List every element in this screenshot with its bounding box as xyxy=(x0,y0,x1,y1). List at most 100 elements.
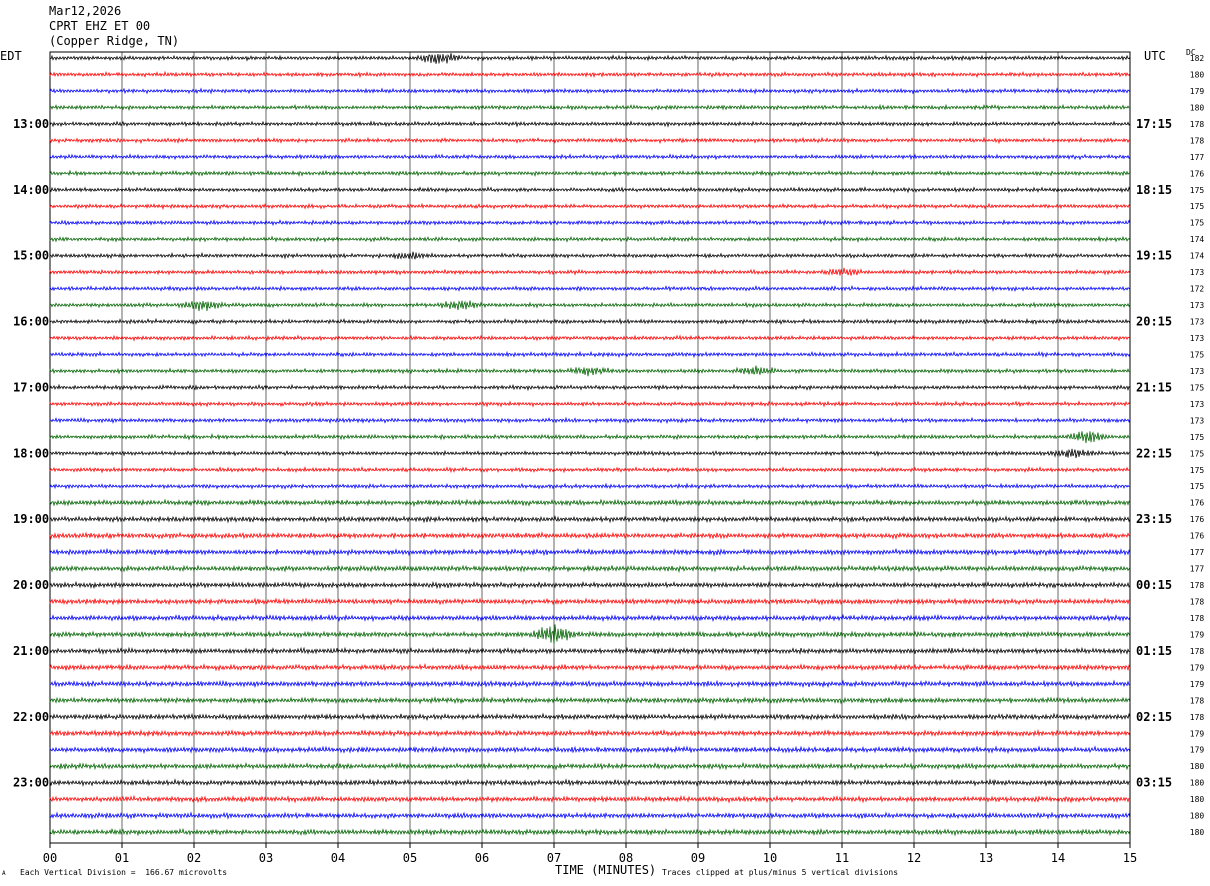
x-tick-label: 10 xyxy=(763,851,777,865)
seismic-trace xyxy=(49,465,1131,474)
seismic-trace xyxy=(49,365,1131,377)
x-tick-label: 12 xyxy=(907,851,921,865)
seismic-trace xyxy=(49,482,1130,490)
x-tick-label: 09 xyxy=(691,851,705,865)
seismic-trace xyxy=(49,624,1131,644)
dc-offset-label: 175 xyxy=(1190,433,1205,442)
x-tick-label: 07 xyxy=(547,851,561,865)
dc-offset-label: 178 xyxy=(1190,598,1205,607)
seismic-trace xyxy=(49,613,1131,623)
right-hour-label: 23:15 xyxy=(1136,512,1172,526)
seismic-trace xyxy=(49,827,1131,837)
seismic-trace xyxy=(49,696,1131,705)
right-hour-label: 21:15 xyxy=(1136,380,1172,394)
seismic-trace xyxy=(49,87,1131,95)
seismic-trace xyxy=(49,597,1131,606)
dc-offset-label: 174 xyxy=(1190,235,1205,244)
seismic-trace xyxy=(49,662,1131,672)
seismic-trace xyxy=(49,728,1131,738)
seismic-trace xyxy=(49,531,1131,540)
x-tick-label: 15 xyxy=(1123,851,1137,865)
left-hour-label: 15:00 xyxy=(13,249,49,263)
dc-offset-label: 176 xyxy=(1190,499,1205,508)
clip-note: Traces clipped at plus/minus 5 vertical … xyxy=(662,868,899,877)
left-hour-label: 16:00 xyxy=(13,315,49,329)
dc-offset-label: 173 xyxy=(1190,301,1205,310)
seismic-trace xyxy=(49,186,1131,194)
seismic-trace xyxy=(49,350,1131,359)
right-hour-label: 18:15 xyxy=(1136,183,1172,197)
seismic-trace xyxy=(49,383,1131,392)
header-date: Mar12,2026 xyxy=(49,4,122,18)
seismic-trace xyxy=(49,334,1131,342)
dc-offset-label: 179 xyxy=(1190,746,1205,755)
dc-offset-label: 173 xyxy=(1190,367,1205,376)
dc-offset-label: 176 xyxy=(1190,532,1205,541)
dc-offset-label: 175 xyxy=(1190,219,1205,228)
dc-offset-label: 175 xyxy=(1190,202,1205,211)
dc-offset-label: 180 xyxy=(1190,812,1205,821)
dc-offset-label: 175 xyxy=(1190,466,1205,475)
left-hour-label: 21:00 xyxy=(13,644,49,658)
seismic-trace xyxy=(49,53,1131,64)
seismic-trace xyxy=(49,794,1131,804)
dc-offset-label: 178 xyxy=(1190,713,1205,722)
dc-offset-label: 180 xyxy=(1190,762,1205,771)
seismic-trace xyxy=(49,761,1131,771)
seismic-trace xyxy=(49,300,1131,312)
seismic-trace xyxy=(49,745,1131,755)
dc-offset-label: 179 xyxy=(1190,663,1205,672)
dc-label: DC xyxy=(1186,48,1196,57)
plot-frame xyxy=(49,51,1131,844)
right-hour-label: 20:15 xyxy=(1136,315,1172,329)
x-tick-label: 13 xyxy=(979,851,993,865)
left-hour-label: 14:00 xyxy=(13,183,49,197)
dc-offset-label: 178 xyxy=(1190,120,1205,129)
dc-offset-label: 173 xyxy=(1190,334,1205,343)
seismic-trace xyxy=(49,120,1131,128)
seismic-trace xyxy=(49,811,1131,820)
dc-offset-label: 178 xyxy=(1190,647,1205,656)
right-timezone-label: UTC xyxy=(1144,49,1166,63)
right-hour-label: 22:15 xyxy=(1136,446,1172,460)
left-hour-label: 18:00 xyxy=(13,446,49,460)
seismic-trace xyxy=(49,778,1131,787)
x-tick-label: 06 xyxy=(475,851,489,865)
dc-offset-label: 176 xyxy=(1190,169,1205,178)
dc-offset-label: 173 xyxy=(1190,416,1205,425)
dc-offset-label: 175 xyxy=(1190,383,1205,392)
x-tick-label: 02 xyxy=(187,851,201,865)
seismic-trace xyxy=(49,317,1131,326)
seismic-trace xyxy=(49,284,1131,293)
seismic-trace xyxy=(49,400,1131,408)
seismic-trace xyxy=(49,580,1131,590)
x-tick-label: 03 xyxy=(259,851,273,865)
dc-offset-label: 177 xyxy=(1190,565,1205,574)
left-hour-label: 13:00 xyxy=(13,117,49,131)
dc-offset-label: 175 xyxy=(1190,186,1205,195)
corner-mark: A xyxy=(2,870,6,877)
dc-offset-label: 173 xyxy=(1190,318,1205,327)
x-axis-title: TIME (MINUTES) xyxy=(555,863,657,877)
right-hour-label: 03:15 xyxy=(1136,776,1172,790)
dc-offset-label: 173 xyxy=(1190,268,1205,277)
seismic-trace xyxy=(49,219,1131,227)
seismic-trace xyxy=(49,70,1131,79)
right-hour-label: 17:15 xyxy=(1136,117,1172,131)
dc-offset-label: 175 xyxy=(1190,449,1205,458)
x-tick-label: 00 xyxy=(43,851,57,865)
right-hour-label: 01:15 xyxy=(1136,644,1172,658)
seismic-trace xyxy=(49,431,1131,444)
seismic-trace xyxy=(49,679,1131,689)
left-timezone-label: EDT xyxy=(0,49,22,63)
dc-offset-label: 175 xyxy=(1190,350,1205,359)
dc-offset-label: 172 xyxy=(1190,285,1205,294)
dc-offset-label: 178 xyxy=(1190,581,1205,590)
left-hour-label: 22:00 xyxy=(13,710,49,724)
dc-offset-label: 176 xyxy=(1190,515,1205,524)
seismic-trace xyxy=(49,448,1131,458)
x-tick-label: 08 xyxy=(619,851,633,865)
seismic-trace xyxy=(49,153,1131,161)
dc-offset-label: 180 xyxy=(1190,103,1205,112)
